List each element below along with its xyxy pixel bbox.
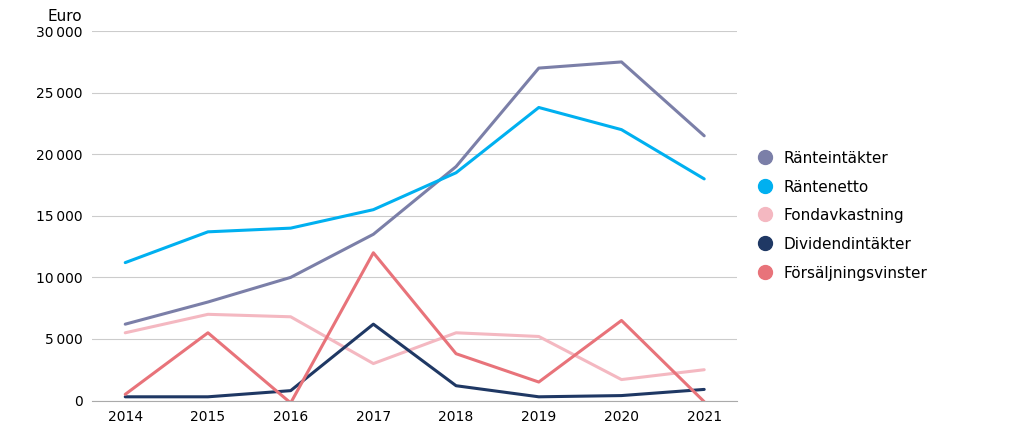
Räntenetto bbox=[285, 226, 297, 231]
Räntenetto bbox=[532, 105, 545, 110]
Ränteintäkter bbox=[285, 275, 297, 280]
Fondavkastning bbox=[285, 314, 297, 320]
Räntenetto bbox=[450, 170, 462, 175]
Dividendintäkter bbox=[202, 394, 214, 400]
Line: Försäljningsvinster: Försäljningsvinster bbox=[125, 253, 705, 403]
Ränteintäkter bbox=[368, 231, 380, 237]
Text: Euro: Euro bbox=[47, 9, 82, 24]
Fondavkastning bbox=[450, 330, 462, 336]
Ränteintäkter bbox=[615, 59, 628, 65]
Ränteintäkter bbox=[202, 299, 214, 305]
Ränteintäkter bbox=[119, 321, 131, 327]
Försäljningsvinster bbox=[532, 379, 545, 384]
Försäljningsvinster bbox=[450, 351, 462, 356]
Försäljningsvinster bbox=[202, 330, 214, 336]
Dividendintäkter bbox=[450, 383, 462, 388]
Räntenetto bbox=[615, 127, 628, 132]
Räntenetto bbox=[202, 229, 214, 235]
Fondavkastning bbox=[532, 334, 545, 339]
Fondavkastning bbox=[368, 361, 380, 366]
Dividendintäkter bbox=[285, 388, 297, 393]
Dividendintäkter bbox=[368, 321, 380, 327]
Försäljningsvinster bbox=[285, 400, 297, 406]
Räntenetto bbox=[368, 207, 380, 212]
Dividendintäkter bbox=[698, 387, 711, 392]
Räntenetto bbox=[698, 176, 711, 182]
Line: Ränteintäkter: Ränteintäkter bbox=[125, 62, 705, 324]
Fondavkastning bbox=[119, 330, 131, 336]
Line: Räntenetto: Räntenetto bbox=[125, 108, 705, 263]
Dividendintäkter bbox=[615, 393, 628, 398]
Legend: Ränteintäkter, Räntenetto, Fondavkastning, Dividendintäkter, Försäljningsvinster: Ränteintäkter, Räntenetto, Fondavkastnin… bbox=[758, 151, 928, 281]
Räntenetto bbox=[119, 260, 131, 265]
Försäljningsvinster bbox=[698, 399, 711, 405]
Dividendintäkter bbox=[119, 394, 131, 400]
Försäljningsvinster bbox=[615, 318, 628, 323]
Försäljningsvinster bbox=[368, 250, 380, 255]
Fondavkastning bbox=[202, 312, 214, 317]
Försäljningsvinster bbox=[119, 392, 131, 397]
Dividendintäkter bbox=[532, 394, 545, 400]
Fondavkastning bbox=[615, 377, 628, 382]
Ränteintäkter bbox=[450, 164, 462, 169]
Fondavkastning bbox=[698, 367, 711, 372]
Ränteintäkter bbox=[532, 65, 545, 71]
Ränteintäkter bbox=[698, 133, 711, 138]
Line: Dividendintäkter: Dividendintäkter bbox=[125, 324, 705, 397]
Line: Fondavkastning: Fondavkastning bbox=[125, 314, 705, 380]
